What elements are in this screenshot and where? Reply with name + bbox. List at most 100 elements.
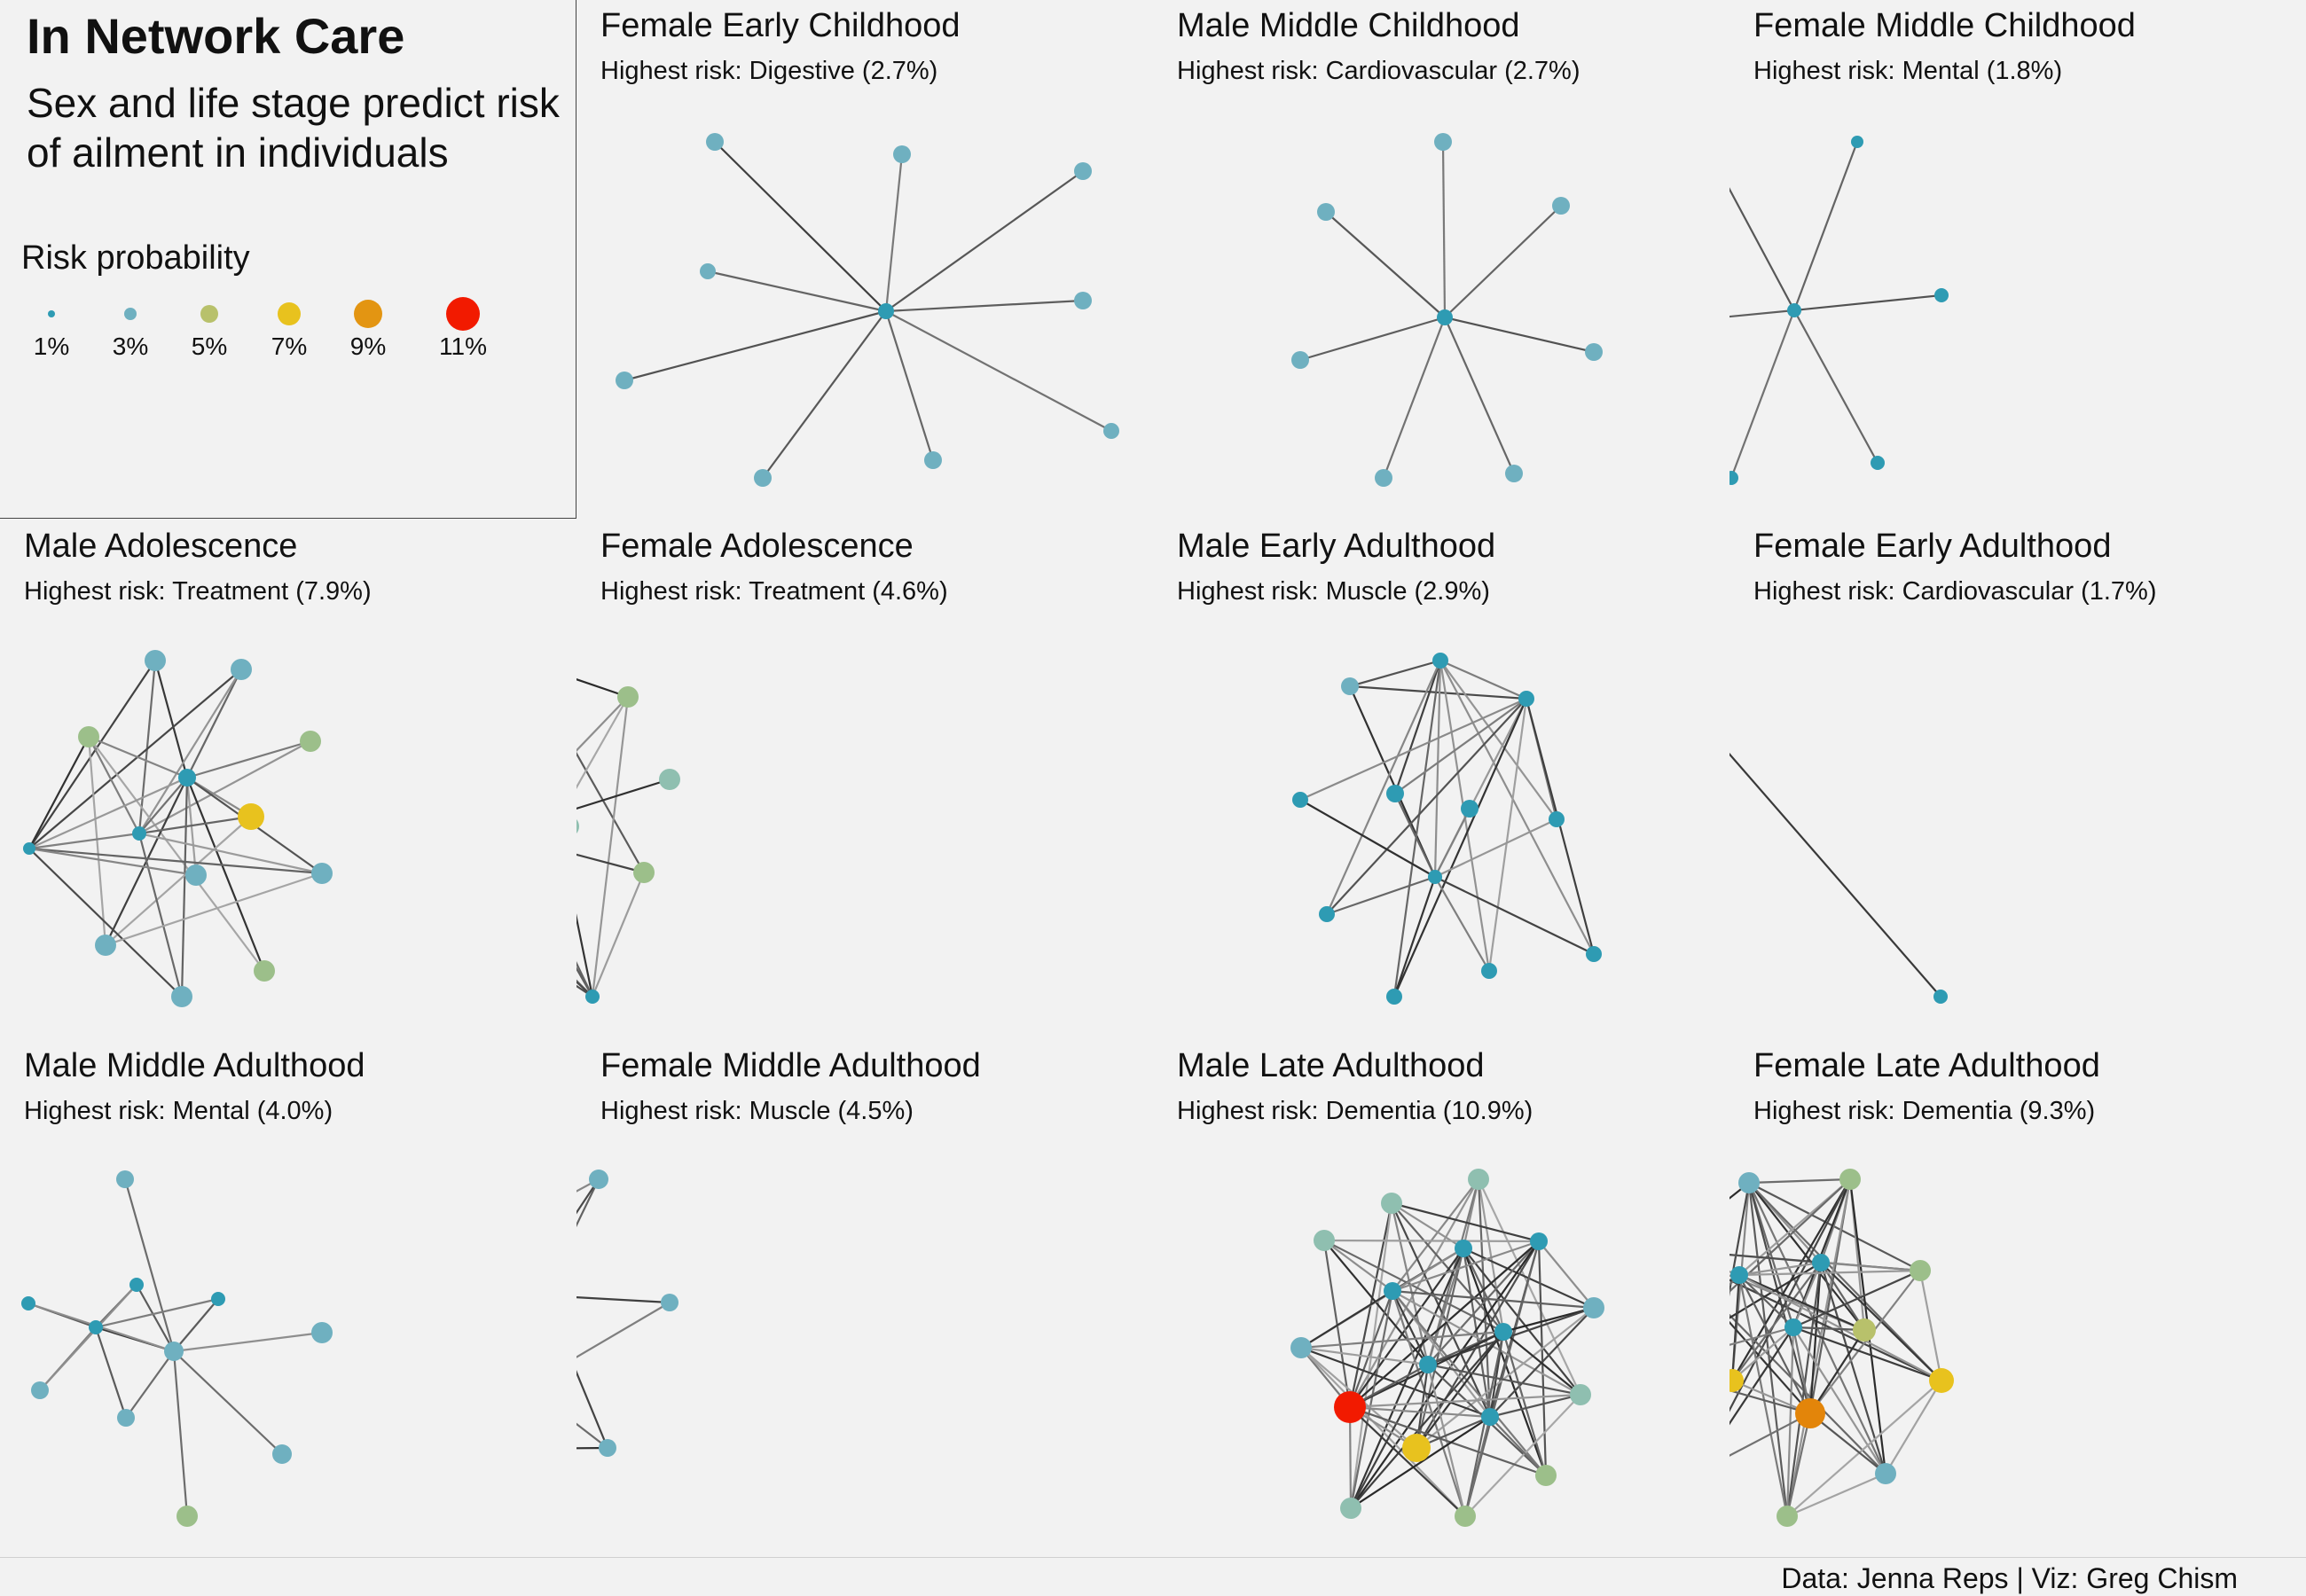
network-node xyxy=(1341,677,1359,695)
network-edge xyxy=(1538,1240,1595,1309)
panel-subtitle: Highest risk: Digestive (2.7%) xyxy=(600,57,938,85)
legend-swatch xyxy=(124,308,137,320)
network-edge xyxy=(576,913,594,998)
legend-swatch xyxy=(48,310,55,317)
network-node xyxy=(599,1439,616,1457)
network-panel: Male Adolescence Highest risk: Treatment … xyxy=(0,520,576,1040)
network-edge xyxy=(1444,205,1562,318)
network-node xyxy=(1432,653,1448,669)
network-edge xyxy=(1487,698,1528,972)
network-edge xyxy=(1464,1394,1581,1517)
network-edge xyxy=(1443,317,1516,474)
network-node xyxy=(1535,1465,1557,1486)
network-edge xyxy=(1730,1274,1741,1381)
network-edge xyxy=(136,1284,175,1352)
network-edge xyxy=(1537,1240,1548,1476)
legend-swatch xyxy=(200,305,218,323)
network-edge xyxy=(1349,659,1441,688)
network-edge xyxy=(1785,1178,1852,1517)
network-edge xyxy=(1489,1393,1581,1419)
network-node xyxy=(1875,1463,1896,1484)
network-edge xyxy=(576,778,671,810)
panel-subtitle: Highest risk: Mental (1.8%) xyxy=(1753,57,2063,85)
network-edge xyxy=(1730,1182,1750,1200)
network-node xyxy=(311,863,333,884)
network-edge xyxy=(1322,1240,1352,1408)
network-node xyxy=(1381,1193,1402,1214)
network-panel: Female Early Childhood Highest risk: Dige… xyxy=(576,0,1153,520)
network-node xyxy=(617,686,639,708)
network-edge xyxy=(1786,1472,1886,1518)
network-edge xyxy=(884,310,935,461)
network-node xyxy=(1730,471,1738,485)
network-node xyxy=(1455,1240,1472,1257)
network-node xyxy=(1549,811,1565,827)
network-node xyxy=(1434,133,1452,151)
panel-subtitle: Highest risk: Dementia (9.3%) xyxy=(1753,1097,2096,1125)
network-edge xyxy=(1441,141,1447,318)
network-edge xyxy=(576,678,629,699)
network-edge xyxy=(1885,1380,1942,1475)
network-edge xyxy=(1439,660,1557,820)
network-edge xyxy=(1463,1331,1505,1517)
panel-subtitle: Highest risk: Cardiovascular (1.7%) xyxy=(1753,577,2157,606)
network-edge xyxy=(28,736,90,849)
network-edge xyxy=(1809,1270,1921,1414)
network-node xyxy=(1586,946,1602,962)
network-edge xyxy=(1326,698,1527,915)
network-edge xyxy=(1392,876,1437,998)
network-edge xyxy=(28,847,323,875)
network-node xyxy=(659,769,680,790)
network-edge xyxy=(1748,1182,1865,1331)
panel-title: Female Middle Adulthood xyxy=(600,1047,981,1084)
network-edge xyxy=(1730,1182,1751,1297)
network-edge xyxy=(1731,1262,1822,1381)
network-edge xyxy=(28,660,156,849)
network-edge xyxy=(1785,1412,1812,1517)
network-edge xyxy=(885,299,1084,313)
network-edge xyxy=(138,815,252,835)
network-edge xyxy=(1748,1177,1851,1185)
network-node xyxy=(164,1342,184,1361)
panel-subtitle: Highest risk: Mental (4.0%) xyxy=(24,1097,333,1125)
network-edge xyxy=(1792,1326,1865,1332)
network-node xyxy=(1839,1169,1861,1190)
network-edge xyxy=(185,777,266,972)
network-edge xyxy=(1392,1290,1547,1476)
network-edge xyxy=(576,853,645,874)
network-edge xyxy=(1427,1240,1540,1365)
network-edge xyxy=(1738,1269,1921,1277)
legend-label: 1% xyxy=(34,332,69,360)
panel-title: Male Middle Adulthood xyxy=(24,1047,365,1084)
network-edge xyxy=(1786,1380,1942,1517)
network-panel: Male Early Adulthood Highest risk: Muscle… xyxy=(1153,520,1730,1040)
network-edge xyxy=(1820,1262,1865,1331)
network-edge xyxy=(1820,1261,1921,1272)
network-edge xyxy=(1737,1274,1789,1517)
network-edge xyxy=(138,832,323,875)
network-panel: Female Middle Adulthood Highest risk: Mus… xyxy=(576,1040,1153,1560)
panel-subtitle: Highest risk: Muscle (4.5%) xyxy=(600,1097,914,1125)
network-node xyxy=(1777,1506,1798,1527)
panel-subtitle: Highest risk: Treatment (7.9%) xyxy=(24,577,372,606)
network-edge xyxy=(1394,793,1436,878)
network-edge xyxy=(88,735,188,779)
network-graph xyxy=(1292,653,1602,1005)
legend-title: Risk probability xyxy=(21,239,250,277)
network-edge xyxy=(173,1298,219,1352)
network-edge xyxy=(1300,1330,1504,1350)
network-edge xyxy=(1730,1262,1822,1319)
network-edge xyxy=(94,1326,128,1419)
network-edge xyxy=(1349,1202,1393,1509)
network-edge xyxy=(576,979,593,998)
network-edge xyxy=(186,739,311,779)
network-node xyxy=(1552,197,1570,215)
network-node xyxy=(924,451,942,469)
network-edge xyxy=(1391,1201,1540,1243)
network-edge xyxy=(1439,660,1595,955)
network-edge xyxy=(1792,141,1859,311)
network-edge xyxy=(576,966,593,998)
network-panel: Female Adolescence Highest risk: Treatmen… xyxy=(576,520,1153,1040)
network-edge xyxy=(1489,1416,1547,1476)
network-node xyxy=(1386,785,1404,802)
